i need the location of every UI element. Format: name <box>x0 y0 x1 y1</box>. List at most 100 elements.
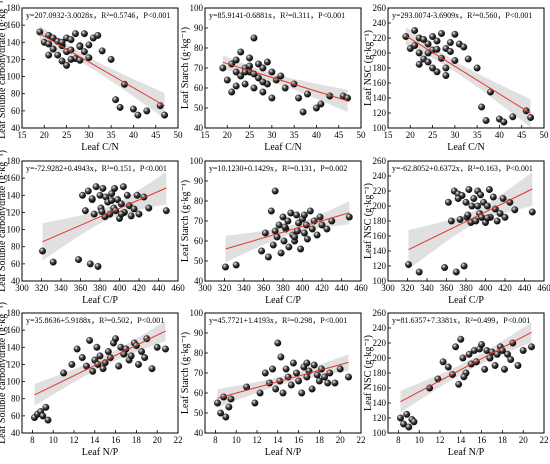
data-point <box>96 352 104 360</box>
data-point <box>79 191 86 199</box>
data-point <box>86 336 94 344</box>
regression-line <box>225 212 350 250</box>
data-point <box>225 403 233 411</box>
regression-line <box>34 330 166 396</box>
data-point <box>274 339 282 347</box>
x-tick-label: 400 <box>113 283 127 293</box>
data-point <box>451 57 459 64</box>
y-tick-label: 60 <box>11 411 21 421</box>
data-point <box>261 229 269 237</box>
y-tick-label: 180 <box>7 308 21 318</box>
data-point <box>277 249 285 257</box>
data-point <box>483 214 491 222</box>
data-point <box>293 211 301 219</box>
data-points <box>405 186 536 276</box>
data-point <box>464 55 472 63</box>
data-point <box>148 365 156 373</box>
data-point <box>94 262 102 270</box>
x-axis-label: Leaf C/N <box>264 142 302 153</box>
scatter-panel-3: 15 20 25 30 35 40 45 50 100 120 140 160 180 200 220 240… <box>363 3 549 153</box>
data-point <box>308 225 316 233</box>
data-point <box>293 369 300 377</box>
data-point <box>246 62 254 70</box>
data-point <box>127 352 135 360</box>
data-point <box>299 108 307 116</box>
data-point <box>89 367 97 375</box>
x-tick-label: 22 <box>357 435 366 445</box>
plot-frame <box>21 312 179 434</box>
x-tick-label: 25 <box>428 130 438 140</box>
data-point <box>447 217 455 225</box>
data-point <box>162 345 169 353</box>
y-tick-label: 180 <box>7 3 21 13</box>
x-tick-label: 12 <box>253 435 262 445</box>
x-tick-label: 40 <box>495 130 505 140</box>
y-axis-label: Leaf Starch (g·kg⁻¹) <box>180 332 191 414</box>
data-point <box>460 262 468 270</box>
x-tick-label: 400 <box>479 283 493 293</box>
data-point <box>93 343 101 351</box>
data-point <box>345 213 353 221</box>
x-tick-label: 20 <box>336 435 346 445</box>
data-point <box>501 213 509 221</box>
data-point <box>345 373 352 381</box>
x-tick-label: 40 <box>129 130 139 140</box>
y-tick-label: 100 <box>190 156 204 166</box>
data-point <box>462 198 470 206</box>
scatter-panel-6: 300 320 340 360 380 400 420 440 460 100 120 140 160 1… <box>363 156 550 306</box>
y-tick-label: 120 <box>373 261 387 271</box>
x-axis-label: Leaf C/P <box>448 295 484 306</box>
confidence-band <box>222 55 348 112</box>
y-tick-label: 260 <box>373 156 387 166</box>
y-tick-label: 140 <box>373 398 387 408</box>
x-tick-label: 18 <box>498 435 508 445</box>
data-point <box>145 204 153 212</box>
data-point <box>162 207 170 215</box>
regression-equation: y=207.0932-3.0028x，R²=0.5746，P<0.001 <box>26 11 170 20</box>
data-point <box>424 40 432 48</box>
data-point <box>39 412 47 420</box>
data-points <box>219 34 352 116</box>
data-point <box>112 335 120 343</box>
x-axis-label: Leaf C/P <box>82 295 118 306</box>
data-point <box>250 34 258 42</box>
data-point <box>493 217 501 225</box>
data-point <box>318 221 326 229</box>
data-point <box>58 57 66 65</box>
x-tick-label: 30 <box>267 130 277 140</box>
y-tick-label: 120 <box>7 207 21 217</box>
data-point <box>313 371 321 379</box>
data-point <box>117 210 125 218</box>
y-tick-label: 100 <box>190 308 204 318</box>
data-point <box>92 183 100 191</box>
data-point <box>336 365 344 373</box>
data-point <box>403 410 411 418</box>
y-tick-label: 120 <box>7 359 21 369</box>
data-point <box>499 195 507 202</box>
data-point <box>161 111 169 119</box>
data-point <box>267 207 275 215</box>
data-point <box>246 54 254 62</box>
x-tick-label: 30 <box>84 130 94 140</box>
y-tick-label: 90 <box>194 328 204 338</box>
x-tick-label: 360 <box>74 283 88 293</box>
data-points <box>36 28 169 119</box>
data-point <box>129 105 137 113</box>
x-tick-label: 10 <box>49 435 59 445</box>
y-tick-label: 160 <box>7 20 21 30</box>
x-tick-label: 440 <box>152 283 166 293</box>
data-point <box>134 111 142 119</box>
x-tick-label: 10 <box>232 435 242 445</box>
data-point <box>81 207 89 215</box>
data-point <box>88 195 96 203</box>
x-tick-label: 45 <box>517 130 527 140</box>
y-tick-label: 100 <box>190 3 204 13</box>
data-point <box>452 343 460 351</box>
data-point <box>312 104 320 112</box>
plot-frame <box>21 7 179 129</box>
y-tick-label: 160 <box>7 325 21 335</box>
y-tick-label: 50 <box>194 103 204 113</box>
data-point <box>259 78 267 86</box>
data-point <box>54 51 62 59</box>
data-point <box>86 260 94 268</box>
